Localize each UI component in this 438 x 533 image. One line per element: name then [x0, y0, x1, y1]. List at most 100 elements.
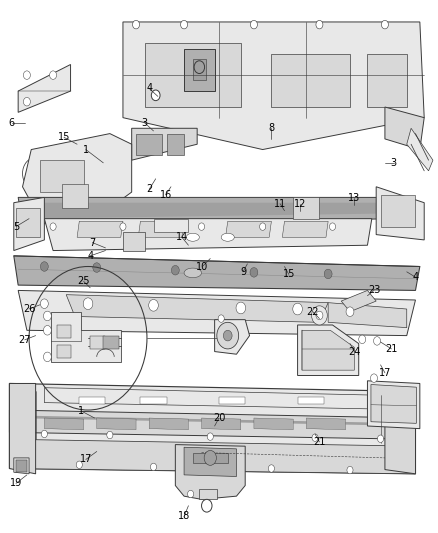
- Text: 5: 5: [13, 222, 19, 232]
- Circle shape: [43, 311, 51, 321]
- Polygon shape: [149, 418, 188, 430]
- Circle shape: [316, 311, 323, 320]
- Bar: [166, 134, 184, 155]
- Ellipse shape: [221, 233, 234, 241]
- Text: 17: 17: [379, 368, 391, 378]
- Polygon shape: [138, 221, 184, 237]
- Text: 19: 19: [10, 479, 22, 488]
- Bar: [145, 43, 241, 107]
- Polygon shape: [10, 383, 416, 474]
- Circle shape: [251, 20, 258, 29]
- Circle shape: [371, 374, 378, 382]
- Bar: [15, 460, 27, 472]
- Circle shape: [49, 71, 57, 79]
- Polygon shape: [14, 256, 420, 290]
- Text: 20: 20: [213, 413, 225, 423]
- Text: 24: 24: [348, 346, 360, 357]
- Text: 4: 4: [413, 272, 419, 282]
- Polygon shape: [226, 221, 272, 237]
- Circle shape: [180, 20, 187, 29]
- Text: 15: 15: [283, 270, 295, 279]
- Text: 13: 13: [348, 193, 360, 204]
- Circle shape: [347, 466, 353, 474]
- Text: 25: 25: [78, 277, 90, 286]
- Polygon shape: [18, 197, 407, 224]
- Polygon shape: [306, 418, 346, 430]
- Polygon shape: [10, 415, 416, 426]
- Circle shape: [324, 269, 332, 279]
- Bar: [90, 336, 106, 349]
- Text: 15: 15: [58, 132, 70, 142]
- Circle shape: [83, 298, 93, 310]
- Circle shape: [201, 499, 212, 512]
- Text: 21: 21: [385, 344, 398, 354]
- Bar: [40, 160, 84, 192]
- Circle shape: [207, 433, 213, 440]
- Polygon shape: [132, 128, 197, 160]
- Circle shape: [23, 71, 30, 79]
- Circle shape: [151, 90, 160, 101]
- Text: 9: 9: [240, 267, 246, 277]
- Polygon shape: [22, 203, 403, 219]
- Bar: [123, 232, 145, 251]
- Circle shape: [23, 98, 30, 106]
- Polygon shape: [77, 221, 123, 237]
- Circle shape: [120, 223, 126, 230]
- Circle shape: [378, 435, 384, 442]
- Circle shape: [50, 223, 56, 230]
- Polygon shape: [44, 418, 84, 430]
- Polygon shape: [10, 439, 416, 474]
- Polygon shape: [18, 290, 416, 336]
- Circle shape: [149, 300, 158, 311]
- Polygon shape: [385, 391, 416, 474]
- Text: 14: 14: [176, 232, 188, 243]
- Text: 26: 26: [23, 304, 35, 314]
- Polygon shape: [66, 295, 328, 322]
- Polygon shape: [254, 418, 293, 430]
- Polygon shape: [184, 447, 237, 477]
- Circle shape: [194, 61, 205, 74]
- Ellipse shape: [186, 233, 199, 241]
- Text: 27: 27: [18, 335, 31, 345]
- Bar: [153, 219, 188, 232]
- Circle shape: [260, 223, 266, 230]
- Circle shape: [40, 262, 48, 271]
- Text: 21: 21: [313, 437, 325, 447]
- Polygon shape: [51, 312, 121, 362]
- Circle shape: [374, 337, 381, 345]
- Bar: [57, 325, 71, 338]
- Circle shape: [346, 307, 354, 317]
- Circle shape: [268, 465, 275, 472]
- Bar: [272, 54, 350, 107]
- Bar: [193, 59, 206, 80]
- Text: 1: 1: [78, 406, 85, 416]
- Polygon shape: [175, 445, 245, 499]
- Polygon shape: [297, 325, 359, 375]
- Circle shape: [311, 306, 327, 325]
- Polygon shape: [302, 330, 354, 370]
- Bar: [57, 345, 71, 358]
- Polygon shape: [407, 128, 433, 171]
- Polygon shape: [283, 221, 328, 237]
- Circle shape: [171, 265, 179, 275]
- Polygon shape: [201, 418, 241, 430]
- Circle shape: [41, 430, 47, 438]
- Text: 4: 4: [146, 83, 152, 93]
- Circle shape: [133, 20, 140, 29]
- Polygon shape: [44, 219, 372, 251]
- Polygon shape: [10, 410, 416, 439]
- Circle shape: [381, 20, 389, 29]
- Text: 10: 10: [196, 262, 208, 271]
- Circle shape: [217, 322, 239, 349]
- Bar: [79, 397, 106, 403]
- Circle shape: [250, 268, 258, 277]
- Text: 23: 23: [368, 286, 380, 295]
- Text: 3: 3: [142, 118, 148, 128]
- Bar: [103, 336, 119, 349]
- Polygon shape: [215, 320, 250, 354]
- Bar: [141, 397, 166, 403]
- Circle shape: [236, 302, 246, 314]
- Text: 2: 2: [146, 184, 152, 195]
- Bar: [381, 195, 416, 227]
- Polygon shape: [10, 383, 35, 474]
